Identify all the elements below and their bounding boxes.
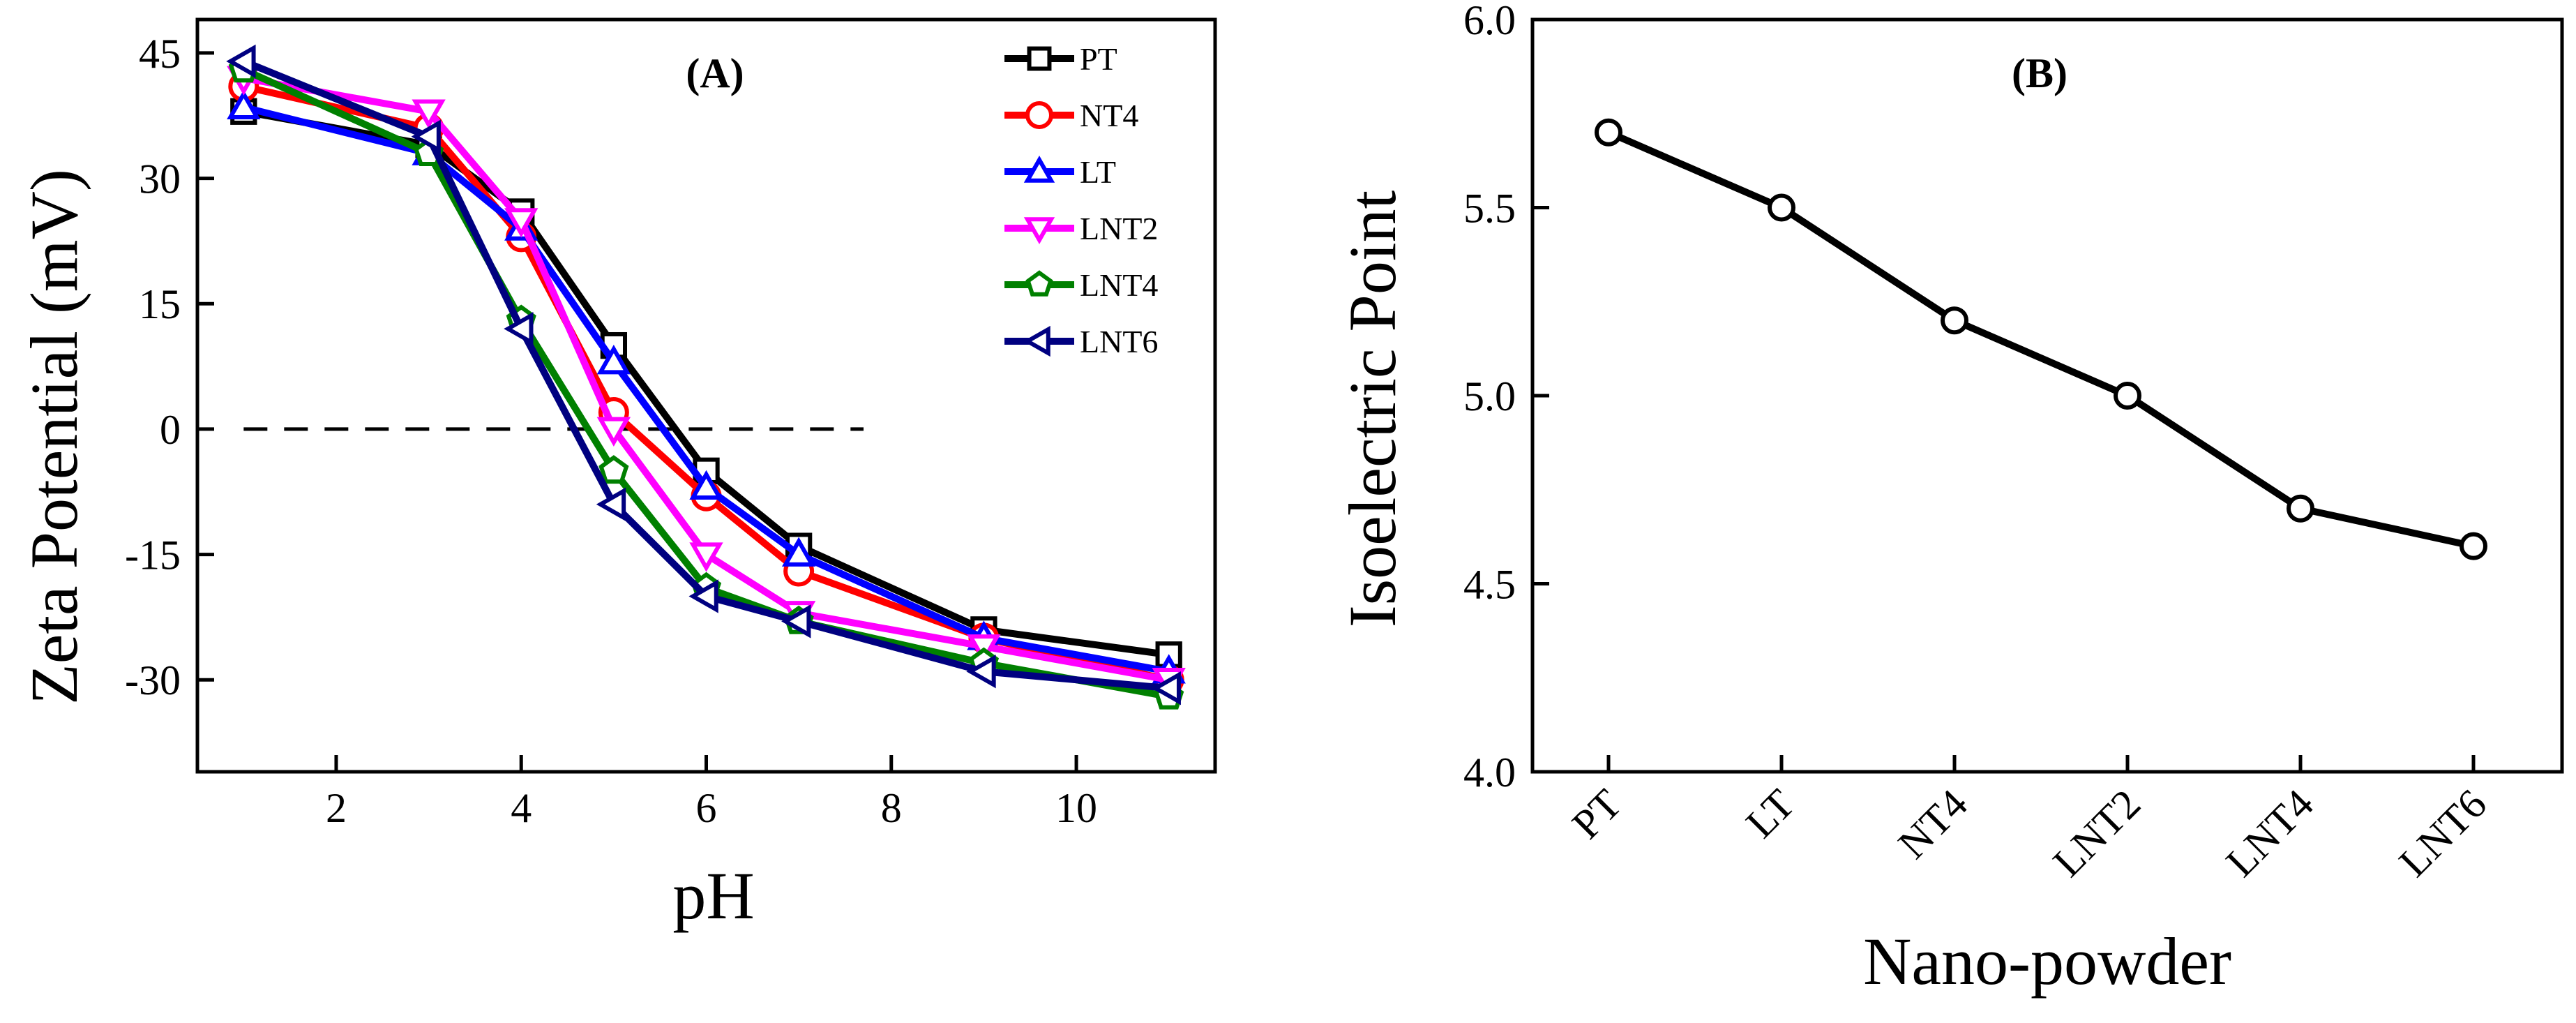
point-lnt6: [688, 579, 718, 613]
point-lnt6: [1151, 671, 1181, 705]
y-axis-title-a: Zeta Potential (mV): [17, 169, 91, 705]
x-tick-label-a: 2: [326, 785, 347, 831]
series-lnt4: [228, 54, 1184, 710]
series-line-lnt6: [242, 58, 1170, 692]
legend-item-pt: PT: [1004, 41, 1117, 77]
legend-marker-lt: [1023, 155, 1055, 183]
point-nt4: [1941, 306, 1968, 335]
x-tick-label-nt4: NT4: [1890, 781, 1976, 867]
panel-label-b: (B): [2012, 50, 2067, 96]
series-line-lnt4: [242, 66, 1170, 701]
point-lnt4: [598, 455, 629, 484]
y-tick-label-b: 6.0: [1463, 0, 1516, 43]
x-tick-label-lt: LT: [1738, 781, 1804, 847]
point-lt: [596, 345, 631, 375]
point-lnt2: [412, 99, 446, 129]
x-axis-title-a: pH: [672, 858, 754, 933]
x-tick-label-pt: PT: [1563, 781, 1630, 848]
isoelectric-point-chart: 6.0 5.5 5.0 4.5 4.0 PT LT NT4 LNT2 LNT4 LNT6 (B) N…: [1335, 0, 2564, 999]
point-lnt6: [504, 312, 534, 346]
series-line-pt: [243, 107, 1170, 659]
y-tick-label-a: 15: [139, 281, 181, 327]
x-tick-label-lnt2: LNT2: [2044, 781, 2149, 886]
point-lt: [227, 89, 261, 120]
y-tick-label-a: -15: [125, 532, 181, 578]
legend-label-lnt6: LNT6: [1080, 324, 1158, 359]
point-lnt6: [966, 655, 996, 689]
y-tick-label-b: 4.5: [1463, 562, 1516, 608]
series-group-b: [1595, 118, 2487, 560]
y-tick-label-a: 30: [139, 156, 181, 202]
legend-label-nt4: NT4: [1080, 98, 1138, 133]
legend-item-lt: LT: [1004, 154, 1116, 190]
series-line-lnt2: [243, 74, 1170, 684]
legend-marker-nt4: [1025, 101, 1053, 129]
series-lnt6: [226, 44, 1181, 705]
legend-item-lnt2: LNT2: [1004, 211, 1158, 246]
y-tick-label-a: -30: [125, 657, 181, 703]
x-tick-label-lnt4: LNT4: [2217, 781, 2322, 886]
y-tick-label-a: 45: [139, 31, 181, 77]
legend-item-nt4: NT4: [1004, 98, 1138, 133]
legend-label-lnt4: LNT4: [1080, 267, 1158, 303]
point-lnt4: [2287, 494, 2314, 523]
point-lnt6: [781, 604, 811, 639]
panel-label-a: (A): [686, 50, 744, 96]
legend-item-lnt4: LNT4: [1004, 267, 1158, 303]
legend-a: PT NT4 LT LNT2 LNT4 LNT6: [1004, 41, 1158, 359]
y-tick-label-a: 0: [160, 407, 181, 453]
point-lnt6: [2460, 532, 2487, 560]
legend-marker-pt: [1027, 46, 1052, 71]
isoelectric-line: [1607, 129, 2475, 550]
legend-item-lnt6: LNT6: [1004, 324, 1158, 359]
legend-label-lt: LT: [1080, 154, 1116, 190]
point-lnt6: [596, 487, 626, 521]
y-tick-label-b: 5.5: [1463, 186, 1516, 232]
legend-marker-lnt2: [1023, 217, 1055, 245]
point-lnt2: [504, 208, 538, 238]
ticks-a: 2 4 6 8 10 45 30 15 0 -15 -30: [125, 31, 1097, 831]
y-tick-label-b: 5.0: [1463, 373, 1516, 419]
y-tick-label-b: 4.0: [1463, 749, 1516, 796]
point-lt: [781, 537, 816, 567]
x-tick-label-a: 4: [511, 785, 532, 831]
legend-marker-lnt4: [1025, 270, 1053, 297]
point-lnt2: [2114, 382, 2141, 410]
point-lnt6: [411, 119, 441, 154]
x-tick-label-a: 8: [881, 785, 902, 831]
x-axis-title-b: Nano-powder: [1863, 924, 2231, 999]
plot-frame-b: [1530, 17, 2564, 774]
x-tick-label-a: 10: [1055, 785, 1097, 831]
legend-marker-lnt6: [1023, 325, 1050, 357]
point-pt: [1595, 118, 1622, 147]
point-lnt6: [226, 44, 256, 79]
point-lt: [1768, 193, 1795, 222]
zeta-potential-chart: 2 4 6 8 10 45 30 15 0 -15 -30 (A) pH Zeta Potentia…: [17, 17, 1217, 933]
point-lnt2: [596, 417, 631, 447]
x-tick-label-a: 6: [696, 785, 717, 831]
x-tick-label-lnt6: LNT6: [2390, 781, 2495, 886]
legend-label-pt: PT: [1080, 41, 1117, 77]
y-axis-title-b: Isoelectric Point: [1335, 190, 1410, 627]
series-group-a: [226, 44, 1186, 710]
point-lnt2: [689, 542, 723, 572]
point-lt: [689, 470, 723, 500]
legend-label-lnt2: LNT2: [1080, 211, 1158, 246]
